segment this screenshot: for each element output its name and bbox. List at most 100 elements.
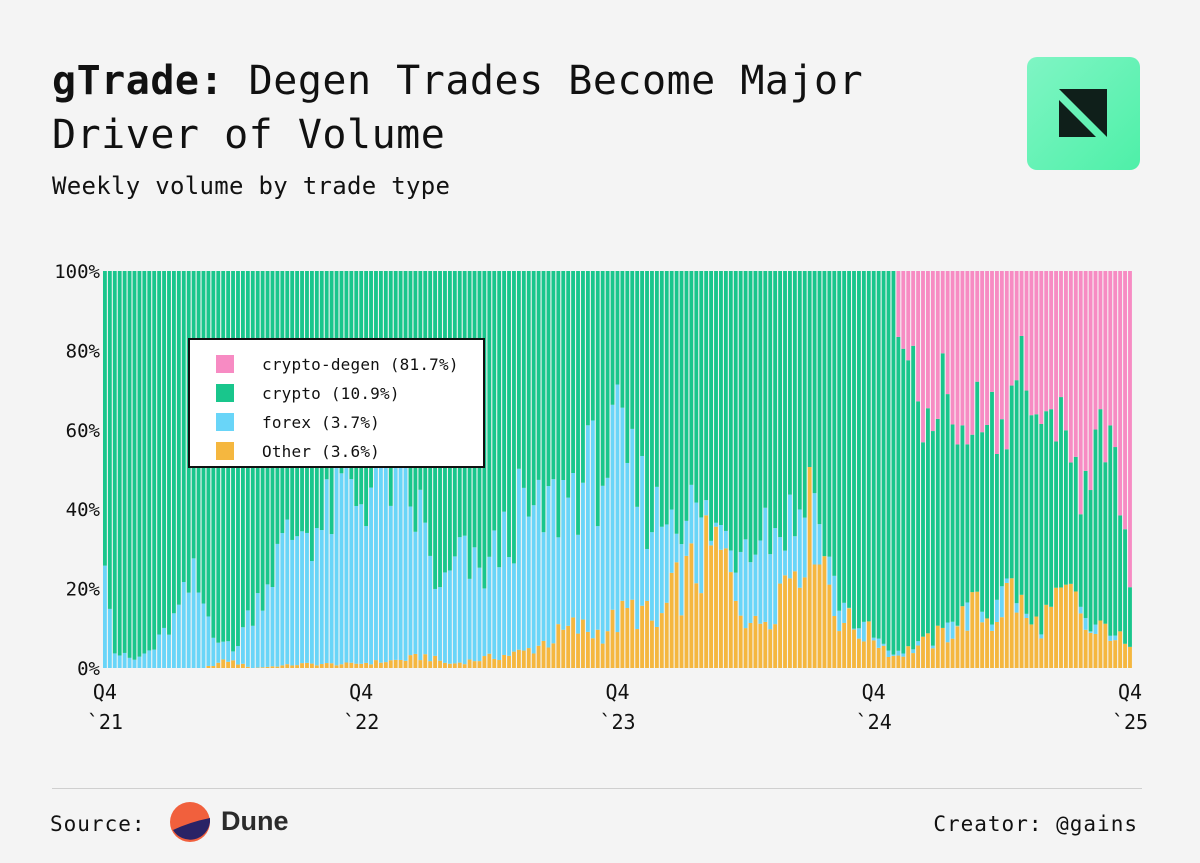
bar-forex bbox=[290, 539, 295, 666]
bar-crypto bbox=[980, 432, 985, 612]
bar-other bbox=[236, 664, 240, 668]
bar-forex bbox=[546, 486, 551, 648]
bar-forex bbox=[472, 547, 477, 662]
bar-crypto bbox=[916, 401, 920, 642]
bars-group bbox=[103, 271, 1132, 668]
bar-other bbox=[423, 654, 428, 668]
bar-crypto-degen bbox=[950, 271, 955, 425]
bar-crypto bbox=[556, 271, 561, 538]
bar-crypto bbox=[132, 271, 137, 660]
bar-forex bbox=[753, 554, 758, 616]
bar-forex bbox=[733, 572, 738, 601]
bar-forex bbox=[965, 602, 970, 631]
bar-forex bbox=[881, 643, 886, 646]
bar-forex bbox=[191, 558, 196, 668]
bar-other bbox=[812, 564, 817, 668]
bar-crypto bbox=[832, 271, 837, 576]
bar-forex bbox=[152, 649, 157, 668]
bar-other bbox=[388, 660, 393, 668]
bar-other bbox=[733, 600, 738, 668]
creator-label: Creator: @gains bbox=[933, 812, 1138, 836]
bar-forex bbox=[857, 628, 861, 639]
bar-forex bbox=[137, 656, 142, 668]
bar-crypto bbox=[901, 348, 906, 654]
bar-other bbox=[1073, 591, 1078, 668]
bar-forex bbox=[398, 451, 403, 660]
bar-crypto bbox=[812, 271, 817, 494]
bar-crypto-degen bbox=[1123, 271, 1127, 530]
x-tick-year: `23 bbox=[599, 710, 635, 734]
bar-crypto bbox=[585, 271, 590, 426]
bar-other bbox=[822, 556, 827, 668]
bar-forex bbox=[689, 484, 694, 544]
bar-other bbox=[443, 662, 447, 668]
legend-swatch-crypto bbox=[216, 384, 234, 402]
bar-forex bbox=[305, 532, 309, 663]
bar-crypto bbox=[122, 271, 127, 653]
bar-forex bbox=[600, 485, 605, 644]
bar-other bbox=[497, 660, 502, 668]
bar-forex bbox=[162, 627, 166, 668]
bar-crypto-degen bbox=[985, 271, 989, 425]
bar-crypto bbox=[881, 271, 886, 644]
bar-forex bbox=[999, 586, 1004, 618]
y-tick-label: 0% bbox=[77, 658, 100, 680]
bar-other bbox=[866, 621, 871, 668]
bar-forex bbox=[117, 655, 122, 668]
bar-other bbox=[990, 630, 994, 668]
bar-crypto-degen bbox=[1024, 271, 1029, 391]
dune-brand-text[interactable]: Dune bbox=[221, 806, 289, 836]
bar-other bbox=[590, 638, 595, 668]
bar-forex bbox=[423, 522, 428, 655]
bar-forex bbox=[216, 642, 221, 663]
bar-crypto-degen bbox=[901, 271, 906, 349]
bar-other bbox=[571, 617, 576, 668]
bar-forex bbox=[1024, 613, 1029, 618]
bar-crypto bbox=[1128, 587, 1132, 647]
bar-crypto bbox=[1098, 409, 1103, 621]
bar-other bbox=[1024, 617, 1029, 668]
gains-network-logo-icon bbox=[1027, 57, 1140, 170]
bar-forex bbox=[1108, 635, 1113, 641]
bar-forex bbox=[669, 509, 674, 573]
bar-forex bbox=[428, 555, 433, 662]
bar-crypto bbox=[640, 271, 645, 456]
bar-other bbox=[369, 664, 373, 668]
bar-forex bbox=[758, 540, 763, 624]
bar-crypto-degen bbox=[1064, 271, 1068, 431]
bar-other bbox=[743, 628, 748, 668]
bar-other bbox=[699, 593, 704, 668]
bar-crypto bbox=[107, 271, 112, 609]
x-tick-year: `21 bbox=[87, 710, 123, 734]
bar-crypto bbox=[1093, 429, 1098, 625]
bar-crypto-degen bbox=[1019, 271, 1024, 336]
chart-legend: crypto-degen (81.7%) crypto (10.9%) fore… bbox=[188, 338, 485, 468]
bar-other bbox=[926, 633, 930, 668]
bar-crypto bbox=[788, 271, 792, 495]
bar-forex bbox=[620, 407, 625, 601]
bar-forex bbox=[270, 587, 275, 667]
bar-forex bbox=[467, 578, 472, 660]
bar-other bbox=[280, 665, 285, 668]
bar-crypto bbox=[669, 271, 674, 510]
bar-crypto-degen bbox=[1083, 271, 1088, 471]
bar-forex bbox=[778, 537, 783, 584]
bar-other bbox=[792, 571, 797, 668]
title-text: Degen Trades Become Major Driver of Volu… bbox=[52, 58, 864, 158]
bar-crypto bbox=[783, 271, 787, 551]
legend-swatch-other bbox=[216, 442, 234, 460]
bar-crypto bbox=[1039, 423, 1044, 635]
bar-forex bbox=[393, 437, 398, 660]
bar-forex bbox=[645, 548, 649, 601]
bar-crypto-degen bbox=[1014, 271, 1019, 381]
bar-other bbox=[295, 665, 300, 668]
bar-crypto-degen bbox=[911, 271, 916, 346]
x-tick-year: `22 bbox=[343, 710, 379, 734]
bar-crypto bbox=[127, 271, 132, 658]
bar-crypto bbox=[733, 271, 738, 573]
bar-forex bbox=[605, 477, 610, 632]
bar-forex bbox=[364, 526, 369, 663]
bar-crypto bbox=[802, 271, 807, 518]
bar-crypto-degen bbox=[970, 271, 975, 435]
bar-crypto-degen bbox=[1078, 271, 1083, 515]
